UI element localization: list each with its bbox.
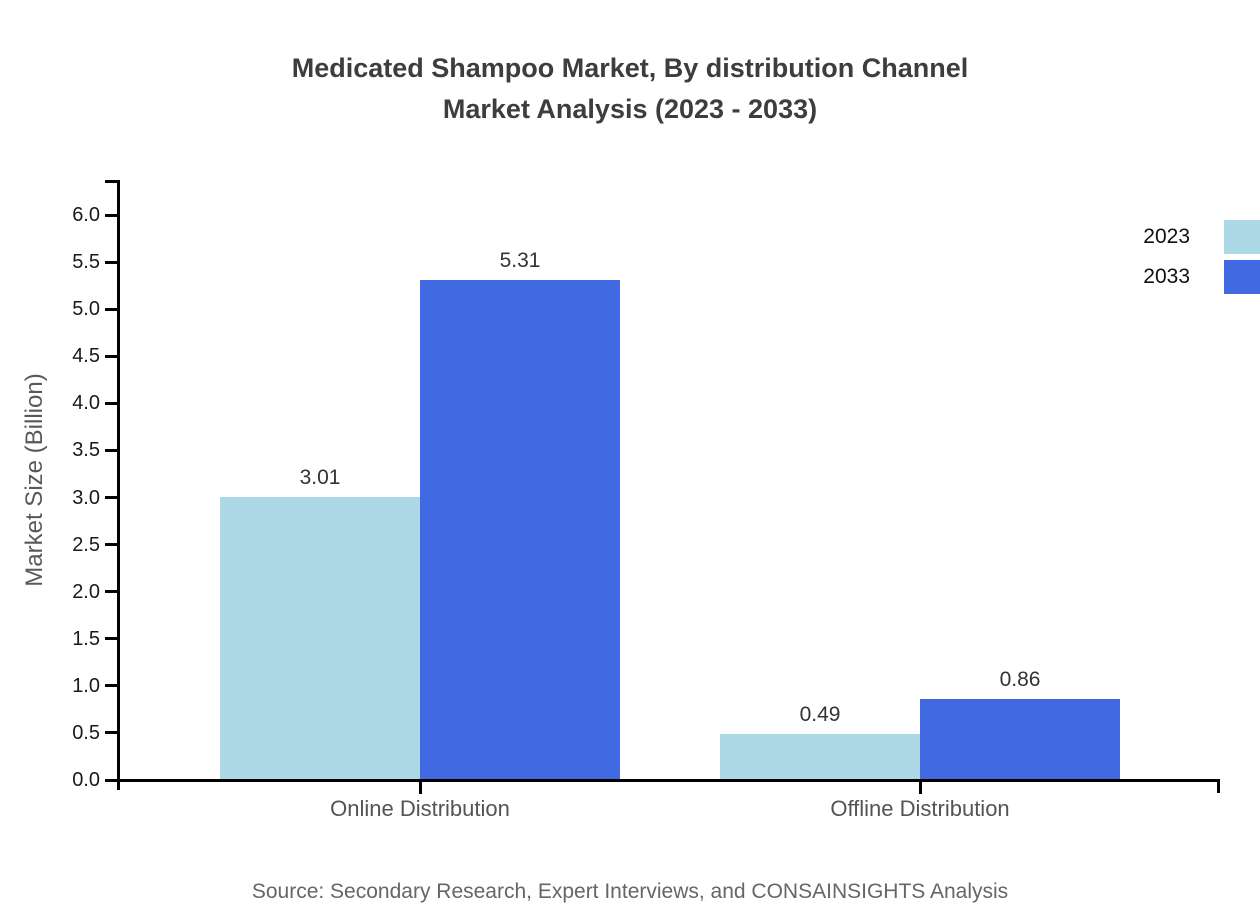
y-tick [105,496,117,499]
y-tick [105,778,117,782]
y-axis-spine [117,180,120,790]
bar-offline-distribution-2023 [720,733,920,780]
bar-online-distribution-2033 [420,279,620,780]
x-axis-spine [117,779,1220,782]
y-tick [105,260,117,264]
y-tick [105,543,117,547]
y-tick [105,684,117,688]
bar-value-label: 5.31 [499,248,541,272]
y-tick [105,307,117,311]
chart-title: Medicated Shampoo Market, By distributio… [0,48,1260,130]
x-tick [418,780,422,794]
y-tick-label: 0.0 [72,769,100,791]
y-tick [105,354,117,358]
y-tick-label: 4.0 [72,392,100,415]
y-tick-label: 1.5 [72,627,100,650]
category-label-online-distribution: Online Distribution [330,796,510,821]
y-tick-label: 2.0 [72,580,100,603]
chart-title-line2: Market Analysis (2023 - 2033) [442,94,818,124]
y-tick [105,590,117,594]
x-tick [918,780,922,794]
chart-title-line1: Medicated Shampoo Market, By distributio… [291,53,969,83]
y-tick [105,448,117,452]
y-tick-label: 4.5 [72,345,100,368]
y-tick-label: 1.0 [72,674,100,697]
y-tick [105,637,117,641]
y-tick-label: 5.5 [72,251,100,274]
y-tick-label: 5.0 [72,298,100,321]
y-tick [105,213,117,217]
source-note: Source: Secondary Research, Expert Inter… [251,880,1009,903]
y-axis-end-tick [105,180,117,183]
bar-value-label: 0.49 [799,702,841,726]
y-tick [105,401,117,405]
y-tick-label: 3.5 [72,439,100,462]
bar-value-label: 3.01 [299,465,341,489]
y-tick-label: 0.5 [72,721,100,744]
bar-value-label: 0.86 [999,668,1041,692]
bar-online-distribution-2023 [220,496,420,780]
bar-offline-distribution-2033 [920,699,1120,780]
y-tick-label: 3.0 [72,486,100,509]
x-axis-end-tick [1217,779,1220,793]
category-label-offline-distribution: Offline Distribution [830,796,1010,821]
y-tick-label: 2.5 [72,533,100,556]
y-tick [105,731,117,735]
y-tick-label: 6.0 [72,204,100,226]
